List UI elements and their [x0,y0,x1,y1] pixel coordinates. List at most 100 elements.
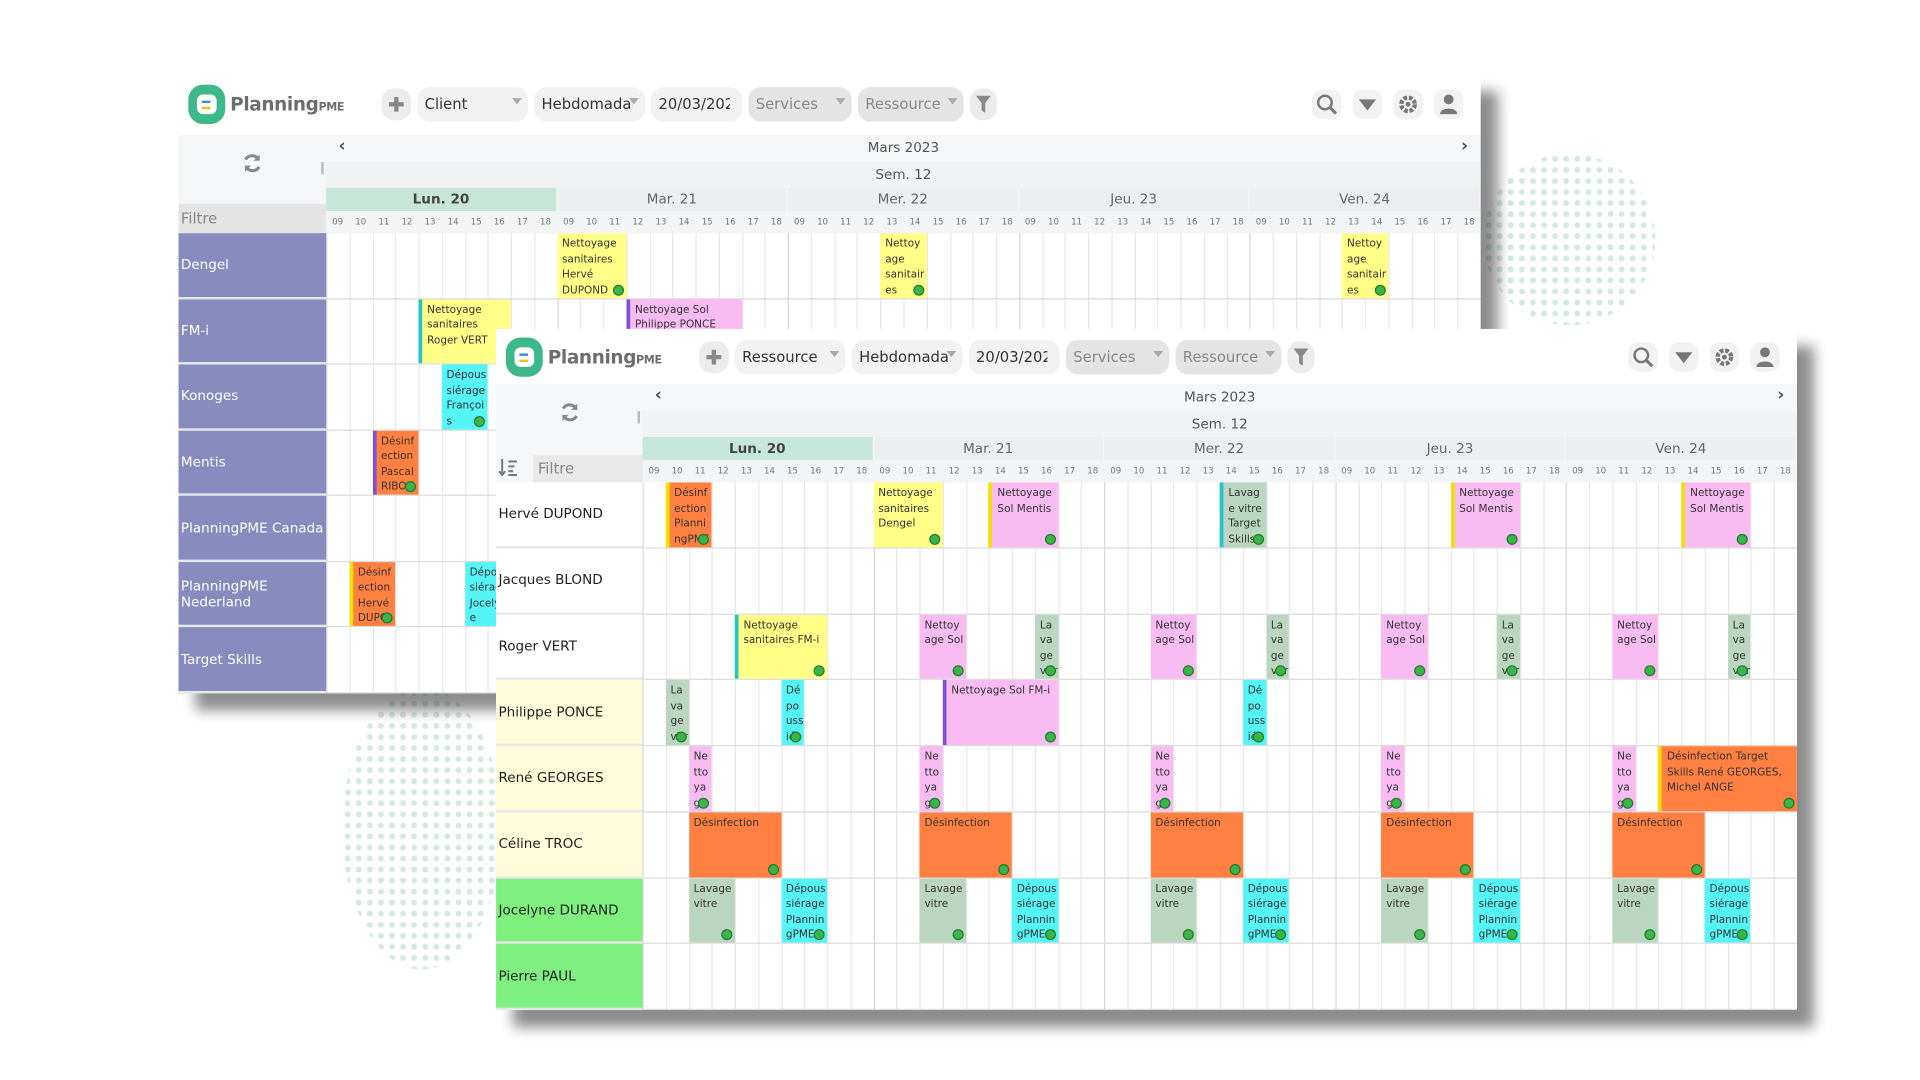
day-header[interactable]: Jeu. 23 [1335,436,1565,461]
date-field[interactable]: 20/03/2023 [651,87,743,122]
event-block[interactable]: Désinfection [919,812,1012,877]
event-block[interactable]: Nettoyage sanitaires Dengel [873,482,943,548]
event-block[interactable]: Désinfection [1381,812,1474,877]
date-field[interactable]: 20/03/2023 [968,339,1060,374]
day-header[interactable]: Mar. 21 [873,436,1104,461]
resource-row-label[interactable]: FM-i [178,298,327,365]
event-block[interactable]: Dépoussiérage [1242,680,1266,745]
resource-row-label[interactable]: René GEORGES [496,746,643,813]
resource-row-label[interactable]: Mentis [178,430,327,497]
event-block[interactable]: Lavage vitre PlanningPME Canada [1496,614,1520,680]
event-block[interactable]: Nettoyage sanitaires Pascal RIBON [1342,233,1389,298]
day-header[interactable]: Lun. 20 [326,187,556,212]
view-dropdown[interactable]: Ressource [734,339,846,374]
splitter-handle[interactable] [637,411,641,424]
event-block[interactable]: Dépoussiérage [781,680,805,745]
filter-input[interactable]: Filtre [178,203,327,234]
display-options-button[interactable] [1352,89,1383,120]
resource-row-label[interactable]: Jocelyne DURAND [496,878,643,945]
resource-row-label[interactable]: PlanningPME Canada [178,496,327,562]
event-block[interactable]: Nettoyage sanitaires FM-i [734,614,828,680]
filter-button[interactable] [1287,340,1315,373]
resource-row-label[interactable]: Céline TROC [496,812,643,879]
event-block[interactable]: Lavage vitre [688,878,735,943]
event-block[interactable]: Nettoyage sanitaires Roger VERT [418,298,511,364]
resource-row-label[interactable]: Philippe PONCE [496,680,643,747]
day-header[interactable]: Ven. 24 [1249,187,1480,212]
event-block[interactable]: Nettoyage Sol FM-i [942,680,1059,745]
display-options-button[interactable] [1668,341,1699,372]
day-header[interactable]: Jeu. 23 [1018,187,1249,212]
resource-row-label[interactable]: PlanningPME Nederland [178,561,327,628]
add-button[interactable] [381,88,412,121]
search-button[interactable] [1312,89,1342,120]
event-block[interactable]: Désinfection [688,812,782,877]
add-button[interactable] [699,340,729,373]
day-header[interactable]: Mer. 22 [1104,436,1334,461]
services-dropdown[interactable]: Services [1065,339,1170,374]
event-block[interactable]: Désinfection [1150,812,1243,877]
refresh-button[interactable] [240,152,265,177]
user-account-button[interactable] [1750,341,1780,372]
day-header[interactable]: Mer. 22 [787,187,1018,212]
event-block[interactable]: Lavage vitre [919,878,966,943]
event-block[interactable]: Dépoussiérage PlanningPME Nederland [1473,878,1520,943]
user-account-button[interactable] [1433,89,1464,120]
event-block[interactable]: Désinfection [1612,812,1705,877]
splitter-handle[interactable] [321,162,324,175]
event-block[interactable]: Nettoyage Sol [1612,746,1636,811]
filter-button[interactable] [969,88,997,121]
resource-row-label[interactable]: Pierre PAUL [496,944,643,1011]
resource-filter-dropdown[interactable]: Ressource [1175,339,1282,374]
event-block[interactable]: Dépoussiérage François MORDE [441,364,488,430]
event-block[interactable]: Nettoyage Sol Mentis [1450,482,1520,548]
event-block[interactable]: Dépoussiérage PlanningPME Nederland [781,878,828,943]
event-block[interactable]: Lavage vitre [1612,878,1659,943]
sort-button[interactable] [498,458,530,480]
period-dropdown[interactable]: Hebdomadaire [534,87,645,122]
day-header[interactable]: Mar. 21 [557,187,787,212]
event-block[interactable]: Lavage vitre PlanningPME Canada [1265,614,1289,680]
event-block[interactable]: Dépoussiérage PlanningPME Nederland [1011,878,1059,943]
event-block[interactable]: Nettoyage Sol [1381,614,1428,680]
event-block[interactable]: Nettoyage Sol [1612,614,1659,680]
chevron-left-icon[interactable]: ‹ [338,136,346,156]
event-block[interactable]: Nettoyage Sol [688,746,712,811]
period-dropdown[interactable]: Hebdomadaire [851,339,963,374]
event-block[interactable]: Nettoyage Sol [919,614,966,680]
event-block[interactable]: Lavage vitre [1150,878,1197,943]
chevron-right-icon[interactable]: › [1777,385,1785,406]
event-block[interactable]: Désinfection Target Skills René GEORGES,… [1658,746,1797,811]
resource-filter-dropdown[interactable]: Ressource [857,87,964,122]
settings-button[interactable] [1393,89,1423,120]
event-block[interactable]: Lavage vitre [665,680,689,745]
event-block[interactable]: Nettoyage Sol Mentis [988,482,1059,548]
day-header[interactable]: Ven. 24 [1566,436,1796,461]
event-block[interactable]: Nettoyage Sol [1381,746,1405,811]
event-block[interactable]: Nettoyage sanitaires Pascal RIBON [880,233,927,298]
resource-row-label[interactable]: Konoges [178,364,327,431]
chevron-left-icon[interactable]: ‹ [654,385,662,406]
view-dropdown[interactable]: Client [417,87,529,122]
settings-button[interactable] [1709,341,1740,372]
event-block[interactable]: Nettoyage Sol Mentis [1681,482,1751,548]
resource-row-label[interactable]: Hervé DUPOND [496,482,643,549]
event-block[interactable]: Dépoussiérage PlanningPME Nederland [1704,878,1751,943]
search-button[interactable] [1628,341,1658,372]
day-header[interactable]: Lun. 20 [642,436,873,461]
chevron-right-icon[interactable]: › [1460,136,1469,156]
resource-row-label[interactable]: Jacques BLOND [496,548,643,615]
event-block[interactable]: Nettoyage sanitaires Hervé DUPOND [557,233,627,298]
services-dropdown[interactable]: Services [748,87,852,122]
resource-row-label[interactable]: Roger VERT [496,614,643,681]
event-block[interactable]: Lavage vitre Target Skills [1219,482,1266,548]
event-block[interactable]: Désinfection PlanningPME Nederland [665,482,712,548]
event-block[interactable]: Nettoyage Sol [1150,614,1197,680]
refresh-button[interactable] [557,401,582,426]
event-block[interactable]: Lavage vitre PlanningPME Canada [1034,614,1059,680]
event-block[interactable]: Nettoyage Sol [1150,746,1174,811]
event-block[interactable]: Désinfection Pascal RIBON [372,430,419,495]
event-block[interactable]: Désinfection Hervé DUPOND [349,561,396,627]
resource-row-label[interactable]: Target Skills [178,627,327,694]
event-block[interactable]: Nettoyage Sol [919,746,943,811]
